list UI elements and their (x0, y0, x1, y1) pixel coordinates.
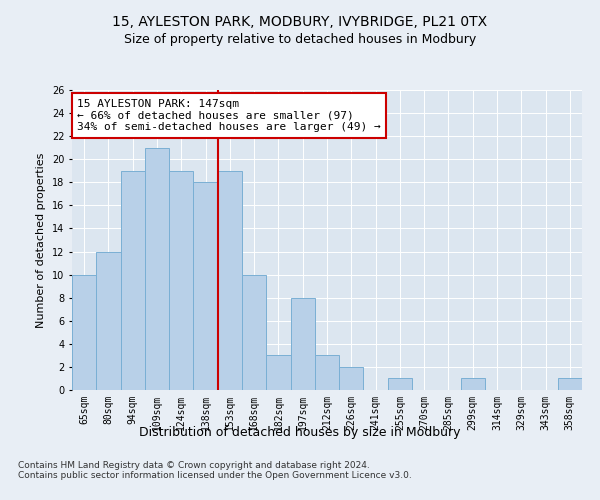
Bar (339, 367, 364, 390)
Bar (121, 171, 145, 390)
Text: 15, AYLESTON PARK, MODBURY, IVYBRIDGE, PL21 0TX: 15, AYLESTON PARK, MODBURY, IVYBRIDGE, P… (112, 15, 488, 29)
Text: 15 AYLESTON PARK: 147sqm
← 66% of detached houses are smaller (97)
34% of semi-d: 15 AYLESTON PARK: 147sqm ← 66% of detach… (77, 99, 381, 132)
Text: Contains HM Land Registry data © Crown copyright and database right 2024.
Contai: Contains HM Land Registry data © Crown c… (18, 460, 412, 480)
Bar (169, 171, 193, 390)
Bar (290, 298, 315, 390)
Bar (266, 356, 290, 390)
Y-axis label: Number of detached properties: Number of detached properties (37, 152, 46, 328)
Bar (72, 274, 96, 390)
Text: Size of property relative to detached houses in Modbury: Size of property relative to detached ho… (124, 32, 476, 46)
Text: Distribution of detached houses by size in Modbury: Distribution of detached houses by size … (139, 426, 461, 439)
Bar (315, 356, 339, 390)
Bar (558, 378, 582, 390)
Bar (388, 378, 412, 390)
Bar (145, 148, 169, 390)
Bar (242, 274, 266, 390)
Bar (193, 182, 218, 390)
Bar (218, 171, 242, 390)
Bar (461, 378, 485, 390)
Bar (96, 252, 121, 390)
